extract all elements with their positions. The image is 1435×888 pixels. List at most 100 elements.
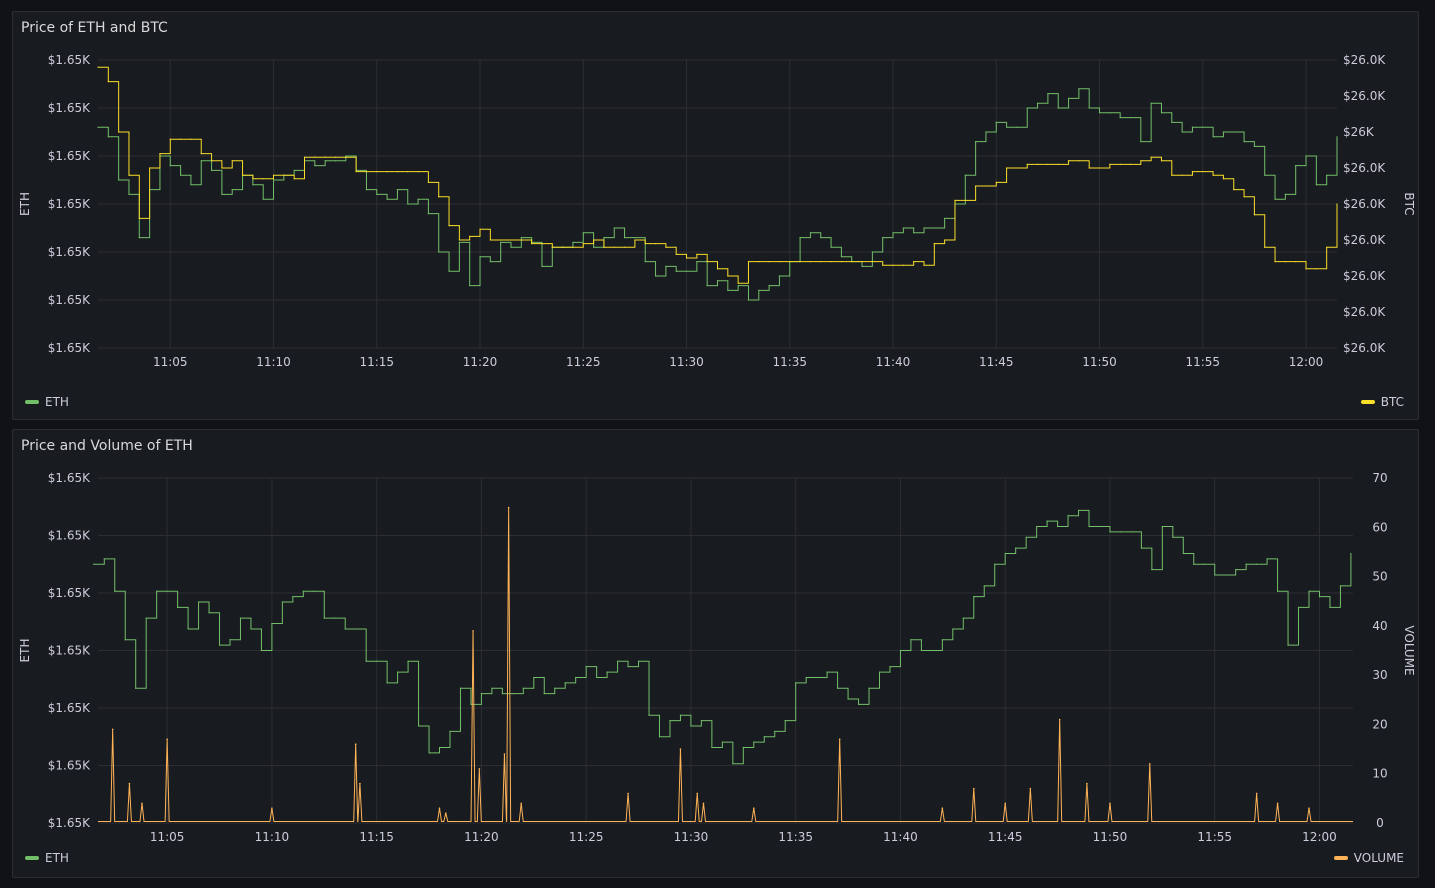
- series-point-btc: [603, 246, 605, 248]
- series-point-eth: [784, 719, 786, 722]
- series-point-eth: [1256, 563, 1258, 565]
- series-point-eth: [491, 687, 493, 689]
- series-point-eth: [313, 590, 315, 592]
- volume-point: [972, 787, 975, 790]
- series-point-eth: [1109, 531, 1111, 533]
- series-point-eth: [200, 160, 202, 162]
- series-point-btc: [913, 261, 915, 263]
- series-line-eth: [98, 88, 1338, 301]
- series-point-eth: [1295, 165, 1297, 167]
- series-point-eth: [1297, 606, 1300, 608]
- series-point-eth: [407, 203, 409, 205]
- series-point-btc: [1191, 171, 1194, 173]
- series-line-volume: [98, 507, 1353, 823]
- legend-item-volume[interactable]: VOLUME: [1333, 851, 1404, 865]
- y-right-tick-label: 60: [1372, 520, 1387, 534]
- series-point-btc: [551, 246, 553, 248]
- series-point-btc: [1202, 171, 1204, 173]
- series-point-eth: [983, 585, 985, 587]
- y-left-axis-label: ETH: [18, 192, 32, 216]
- legend-item-eth[interactable]: ETH: [25, 395, 69, 409]
- series-point-eth: [1181, 131, 1183, 133]
- series-point-btc: [593, 239, 595, 241]
- series-point-eth: [1171, 121, 1173, 123]
- series-point-eth: [1212, 136, 1214, 138]
- series-point-eth: [428, 752, 430, 754]
- x-tick-label: 11:45: [988, 830, 1023, 844]
- series-point-eth: [920, 649, 922, 652]
- series-point-eth: [512, 693, 514, 695]
- series-point-eth: [857, 703, 860, 706]
- series-point-btc: [479, 228, 481, 230]
- series-point-btc: [500, 239, 502, 241]
- series-point-eth: [1245, 563, 1247, 565]
- series-point-eth: [690, 725, 692, 727]
- series-point-eth: [334, 160, 337, 162]
- series-point-eth: [1172, 536, 1174, 538]
- volume-point: [354, 743, 357, 745]
- series-point-eth: [1026, 107, 1028, 109]
- series-point-eth: [644, 261, 646, 263]
- series-point-eth: [1308, 590, 1310, 592]
- series-point-eth: [871, 251, 873, 253]
- volume-point: [838, 738, 841, 741]
- y-right-tick-label: 50: [1372, 570, 1387, 584]
- series-point-eth: [417, 725, 420, 727]
- series-point-eth: [648, 714, 650, 716]
- series-point-btc: [644, 243, 646, 245]
- series-point-eth: [124, 639, 126, 641]
- y-left-tick-label: $1.65K: [48, 586, 91, 600]
- legend-item-eth[interactable]: ETH: [25, 851, 69, 865]
- series-point-btc: [531, 243, 533, 245]
- series-point-eth: [816, 676, 818, 679]
- series-point-btc: [520, 239, 522, 241]
- series-point-eth: [407, 660, 409, 662]
- series-point-eth: [889, 666, 891, 668]
- series-point-eth: [606, 671, 608, 673]
- series-point-eth: [868, 687, 870, 689]
- series-point-eth: [575, 676, 577, 679]
- series-point-btc: [1036, 163, 1039, 165]
- series-point-btc: [1006, 167, 1008, 169]
- series-point-eth: [1150, 102, 1152, 104]
- series-point-eth: [345, 155, 347, 157]
- series-point-eth: [271, 622, 273, 625]
- series-point-eth: [292, 595, 294, 598]
- series-point-eth: [135, 687, 137, 689]
- series-point-eth: [197, 601, 200, 603]
- legend-item-btc[interactable]: BTC: [1360, 395, 1404, 409]
- series-point-eth: [847, 698, 849, 700]
- series-point-btc: [572, 246, 574, 248]
- series-point-eth: [417, 198, 419, 200]
- series-point-eth: [1015, 547, 1017, 549]
- panel-title: Price of ETH and BTC: [21, 20, 168, 36]
- series-point-btc: [654, 243, 657, 245]
- volume-point: [941, 807, 944, 810]
- series-point-btc: [417, 171, 419, 173]
- volume-point: [141, 802, 143, 805]
- y-right-tick-label: $26.0K: [1343, 305, 1386, 319]
- series-point-eth: [1253, 145, 1255, 147]
- series-point-btc: [706, 261, 708, 263]
- series-point-eth: [1318, 595, 1321, 598]
- series-point-btc: [1119, 163, 1121, 165]
- series-point-eth: [910, 639, 912, 641]
- series-point-btc: [262, 178, 264, 180]
- series-point-btc: [985, 185, 987, 187]
- series-point-eth: [679, 714, 682, 716]
- series-point-eth: [1287, 644, 1289, 646]
- y-right-tick-label: $26.0K: [1343, 53, 1386, 67]
- series-point-eth: [1151, 569, 1153, 571]
- series-point-btc: [149, 167, 151, 169]
- series-point-btc: [582, 243, 584, 245]
- series-point-eth: [1006, 126, 1008, 128]
- series-point-eth: [721, 741, 723, 743]
- series-point-eth: [830, 246, 832, 248]
- series-point-eth: [1193, 563, 1195, 565]
- series-point-btc: [231, 160, 233, 162]
- volume-point: [472, 629, 474, 632]
- legend-label: ETH: [45, 851, 69, 865]
- series-point-btc: [882, 264, 884, 266]
- series-point-eth: [753, 741, 755, 743]
- series-point-btc: [159, 153, 161, 155]
